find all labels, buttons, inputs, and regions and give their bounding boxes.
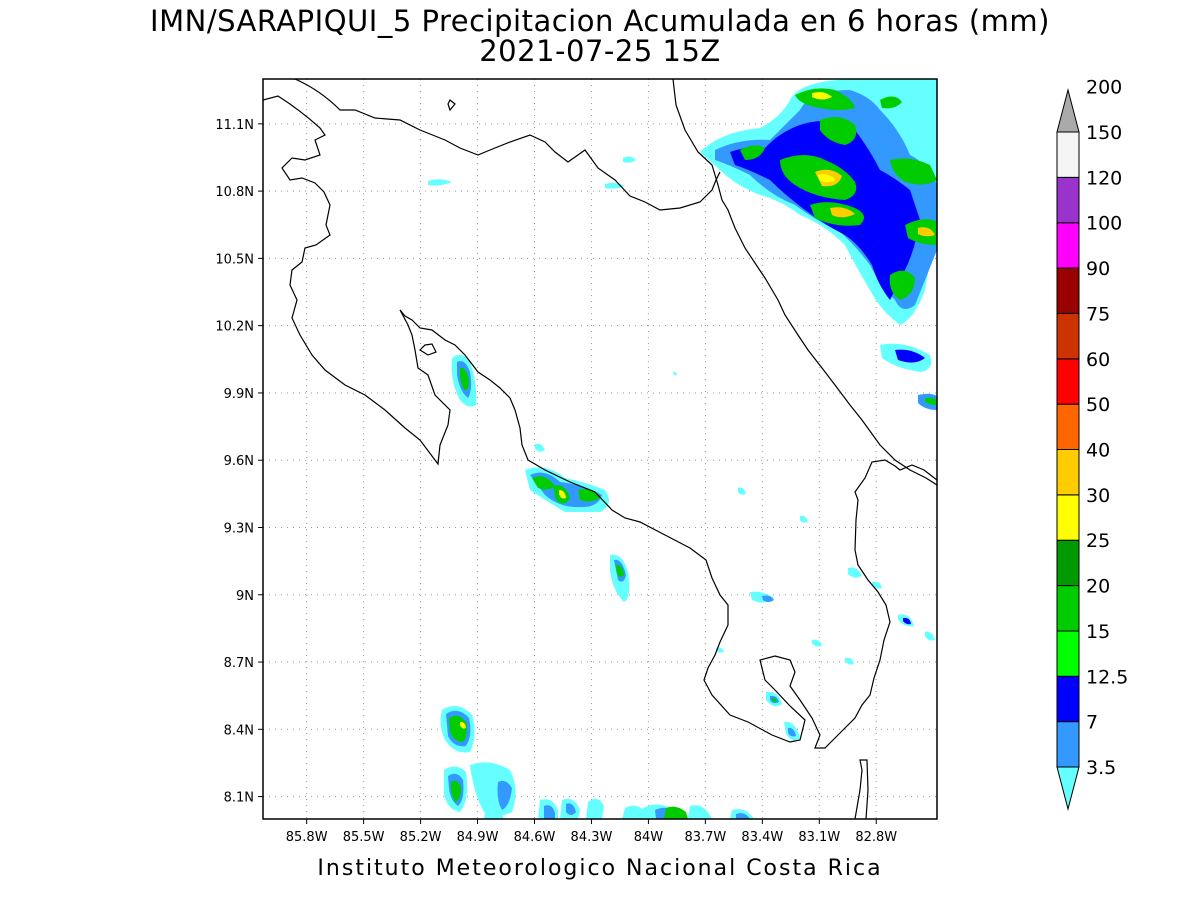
lon-tick-label: 82.8W (855, 830, 897, 845)
colorbar-cell (1056, 88, 1080, 133)
colorbar-label: 200 (1086, 77, 1122, 99)
rain-cell-gulf (451, 354, 477, 407)
colorbar-cell (1056, 358, 1080, 405)
colorbar-cell (1056, 449, 1080, 496)
lon-tick-label: 84.9W (457, 830, 499, 845)
colorbar-cell (1056, 222, 1080, 269)
colorbar-cell (1056, 176, 1080, 224)
precipitation-field (428, 79, 937, 819)
lat-tick-label: 8.1N (224, 791, 254, 806)
colorbar-label: 50 (1086, 394, 1110, 416)
lat-tick-label: 10.8N (215, 185, 254, 200)
latitude-axis: 11.1N 10.8N 10.5N 10.2N 9.9N 9.6N 9.3N 9N 8.7N 8.… (215, 118, 263, 806)
lon-tick-label: 85.5W (343, 830, 385, 845)
colorbar-cell (1056, 539, 1080, 587)
colorbar-label: 15 (1086, 621, 1110, 643)
colorbar-label: 120 (1086, 167, 1122, 189)
colorbar-label: 25 (1086, 530, 1110, 552)
lat-tick-label: 9N (236, 589, 254, 604)
colorbar-label: 12.5 (1086, 666, 1128, 688)
colorbar-label: 60 (1086, 349, 1110, 371)
rain-cells-scattered (673, 371, 935, 741)
colorbar-label: 3.5 (1086, 757, 1116, 779)
colorbar-cell (1056, 766, 1080, 811)
lon-tick-label: 83.1W (798, 830, 840, 845)
lat-tick-label: 9.3N (224, 521, 254, 536)
lon-tick-label: 84W (634, 830, 664, 845)
colorbar-cell (1056, 585, 1080, 632)
institution-footer: Instituto Meteorologico Nacional Costa R… (317, 856, 883, 881)
colorbar-cell (1056, 131, 1080, 178)
colorbar-cell (1056, 267, 1080, 314)
colorbar-label: 40 (1086, 440, 1110, 462)
colorbar-cell (1056, 675, 1080, 723)
rain-cell-west (428, 179, 452, 186)
rain-cluster-south (440, 706, 754, 819)
lat-tick-label: 8.7N (224, 656, 254, 671)
colorbar-cell (1056, 494, 1080, 541)
longitude-axis: 85.8W 85.5W 85.2W 84.9W 84.6W 84.3W 84W 83.7W 83… (286, 819, 897, 845)
lon-tick-label: 85.2W (400, 830, 442, 845)
map-title: IMN/SARAPIQUI_5 Precipitacion Acumulada … (150, 4, 1050, 38)
lat-tick-label: 9.6N (224, 454, 254, 469)
map-frame (262, 78, 938, 820)
lon-tick-label: 83.7W (684, 830, 726, 845)
colorbar: 3.5 7 12.5 15 20 25 30 40 50 60 75 90 100 120 150 200 (1056, 77, 1128, 811)
map-subtitle-datetime: 2021-07-25 15Z (479, 34, 721, 68)
coastlines (263, 79, 937, 819)
rain-cluster-northeast (605, 79, 937, 410)
colorbar-label: 20 (1086, 576, 1110, 598)
lat-tick-label: 10.2N (215, 320, 254, 335)
colorbar-label: 150 (1086, 122, 1122, 144)
colorbar-cell (1056, 630, 1080, 677)
rain-cluster-central-pacific (525, 443, 630, 602)
lat-tick-label: 9.9N (224, 387, 254, 402)
colorbar-cell (1056, 403, 1080, 450)
lon-tick-label: 85.8W (286, 830, 328, 845)
colorbar-label: 30 (1086, 485, 1110, 507)
lat-tick-label: 11.1N (215, 118, 254, 133)
colorbar-cell (1056, 721, 1080, 768)
colorbar-label: 100 (1086, 213, 1122, 235)
lat-tick-label: 8.4N (224, 723, 254, 738)
colorbar-label: 90 (1086, 258, 1110, 280)
map-grid (263, 79, 937, 819)
lon-tick-label: 84.6W (514, 830, 556, 845)
lon-tick-label: 84.3W (571, 830, 613, 845)
lat-tick-label: 10.5N (215, 252, 254, 267)
colorbar-label: 7 (1086, 712, 1098, 734)
lon-tick-label: 83.4W (741, 830, 783, 845)
colorbar-cell (1056, 312, 1080, 360)
colorbar-label: 75 (1086, 303, 1110, 325)
